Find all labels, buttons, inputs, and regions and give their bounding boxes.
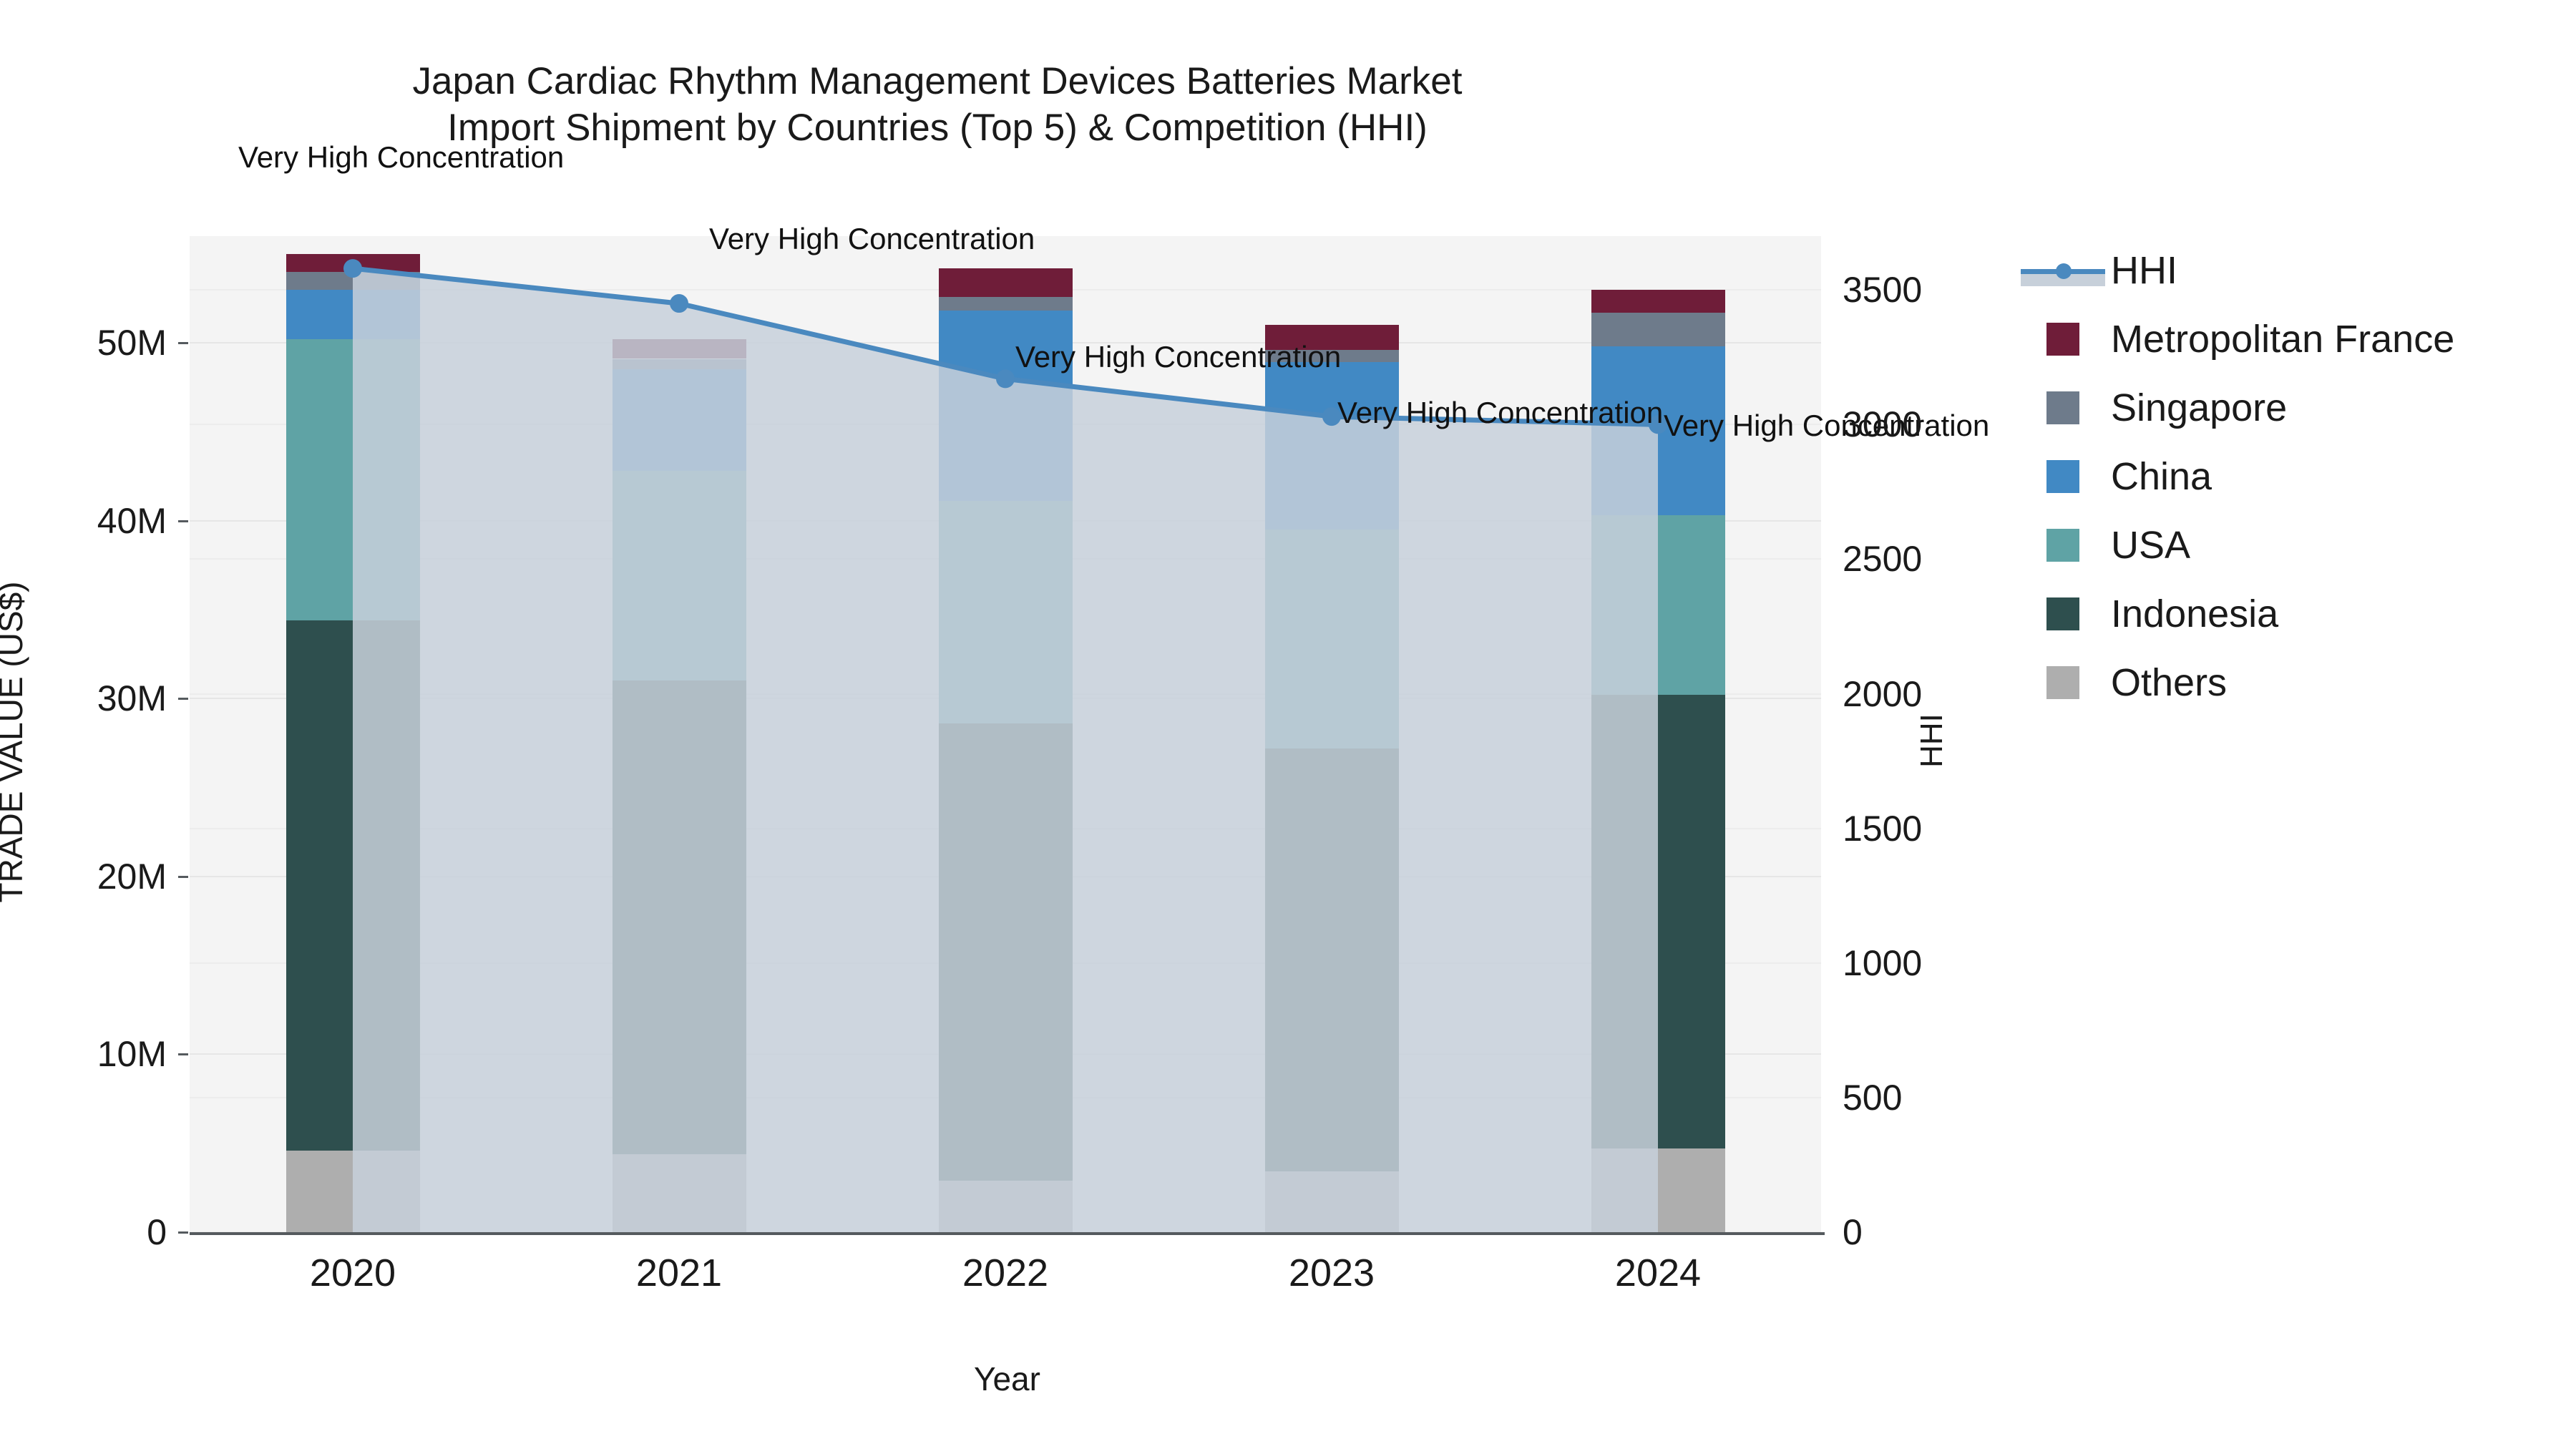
chart-title-line-2: Import Shipment by Countries (Top 5) & C… [447,106,1428,149]
legend-swatch-icon [2046,529,2079,562]
bar-segment-singapore-2024[interactable] [1591,312,1725,347]
legend-item-metropolitan-france[interactable]: Metropolitan France [2046,305,2576,374]
y-tick-right-500: 500 [1843,1077,1903,1118]
legend-label: Metropolitan France [2111,318,2455,361]
legend-item-hhi[interactable]: HHI [2021,236,2576,305]
chart-legend: HHI Metropolitan France Singapore China USA I… [2021,236,2576,717]
annotation-2020: Very High Concentration [238,140,565,175]
hhi-point-2024[interactable] [1649,415,1667,434]
x-tick-2020: 2020 [309,1252,396,1294]
hhi-point-2022[interactable] [996,369,1015,389]
x-tick-2022: 2022 [962,1252,1049,1294]
y-tick-right-0: 0 [1843,1212,1863,1252]
y-tick-right-3500: 3500 [1843,270,1923,311]
y-tick-right-2000: 2000 [1843,673,1923,714]
y-tick-left-40M: 40M [97,500,167,541]
x-tick-2021: 2021 [635,1252,723,1294]
legend-label: HHI [2111,249,2177,292]
legend-label: Indonesia [2111,592,2279,635]
hhi-point-2020[interactable] [343,259,362,278]
hhi-point-2021[interactable] [670,294,688,313]
y-tick-right-1000: 1000 [1843,942,1923,983]
x-tick-2023: 2023 [1288,1252,1375,1294]
annotation-2023: Very High Concentration [1337,396,1664,430]
annotation-2021: Very High Concentration [709,222,1035,256]
hhi-data-points [343,259,1667,434]
y-tick-left-30M: 30M [97,678,167,719]
y-tick-left-20M: 20M [97,856,167,897]
x-axis-title: Year [974,1360,1040,1397]
bar-segment-metropolitan-france-2023[interactable] [1264,325,1399,351]
annotation-2022: Very High Concentration [1015,340,1342,374]
y-tick-mark-left [178,875,188,878]
y-tick-mark-left [178,519,188,522]
y-axis-right-title: HHI [1914,713,1949,768]
legend-item-usa[interactable]: USA [2046,511,2576,580]
legend-item-others[interactable]: Others [2046,648,2576,717]
legend-item-china[interactable]: China [2046,442,2576,511]
legend-label: Singapore [2111,386,2288,429]
y-axis-left-title: TRADE VALUE (US$) [0,581,29,903]
bar-segment-metropolitan-france-2024[interactable] [1591,289,1725,313]
y-tick-mark-left [178,698,188,701]
y-tick-right-2500: 2500 [1843,539,1923,580]
legend-item-singapore[interactable]: Singapore [2046,374,2576,442]
y-tick-left-0: 0 [147,1212,167,1252]
legend-label: Others [2111,661,2228,704]
bar-segment-singapore-2022[interactable] [938,296,1073,311]
hhi-point-2023[interactable] [1322,407,1341,426]
y-tick-left-10M: 10M [97,1034,167,1075]
legend-line-icon [2021,254,2105,287]
x-tick-2024: 2024 [1614,1252,1702,1294]
legend-swatch-icon [2046,597,2079,630]
chart-title-line-1: Japan Cardiac Rhythm Management Devices … [412,60,1463,102]
y-tick-left-50M: 50M [97,323,167,364]
y-tick-mark-left [178,342,188,345]
legend-swatch-icon [2046,460,2079,493]
y-tick-mark-left [178,1231,188,1234]
legend-swatch-icon [2046,323,2079,356]
x-axis-line [190,1232,1825,1235]
chart-title: Japan Cardiac Rhythm Management Devices … [0,59,1875,151]
bar-segment-singapore-2023[interactable] [1264,350,1399,363]
plot-area: Very High Concentration Very High Concent… [190,140,1989,1233]
bar-segment-metropolitan-france-2022[interactable] [938,268,1073,297]
legend-swatch-icon [2046,391,2079,424]
legend-label: USA [2111,524,2191,567]
hhi-line-series [343,259,1667,1233]
y-tick-mark-left [178,1053,188,1056]
annotation-2024: Very High Concentration [1664,409,1990,443]
legend-swatch-icon [2046,666,2079,699]
legend-item-indonesia[interactable]: Indonesia [2046,580,2576,648]
y-tick-right-3000: 3000 [1843,404,1923,445]
y-tick-right-1500: 1500 [1843,808,1923,849]
legend-label: China [2111,455,2212,498]
hhi-area-fill [353,268,1658,1233]
